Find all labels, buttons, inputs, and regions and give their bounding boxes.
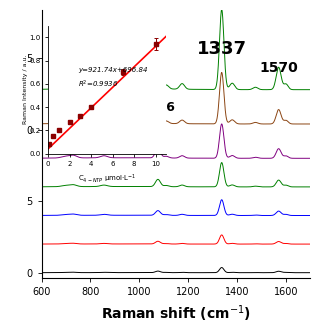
Text: 1570: 1570 <box>259 61 298 76</box>
Text: 1076: 1076 <box>140 101 175 114</box>
Y-axis label: Raman Intensity / a.u.: Raman Intensity / a.u. <box>23 55 28 124</box>
Text: 1337: 1337 <box>197 40 247 58</box>
Text: y=921.74x+696.84: y=921.74x+696.84 <box>78 67 148 73</box>
Text: R$^{2}$=0.9936: R$^{2}$=0.9936 <box>78 78 118 90</box>
X-axis label: Raman shift (cm$^{-1}$): Raman shift (cm$^{-1}$) <box>101 303 251 320</box>
X-axis label: C$_{4-NTP}$ μmol·L$^{-1}$: C$_{4-NTP}$ μmol·L$^{-1}$ <box>78 173 136 185</box>
